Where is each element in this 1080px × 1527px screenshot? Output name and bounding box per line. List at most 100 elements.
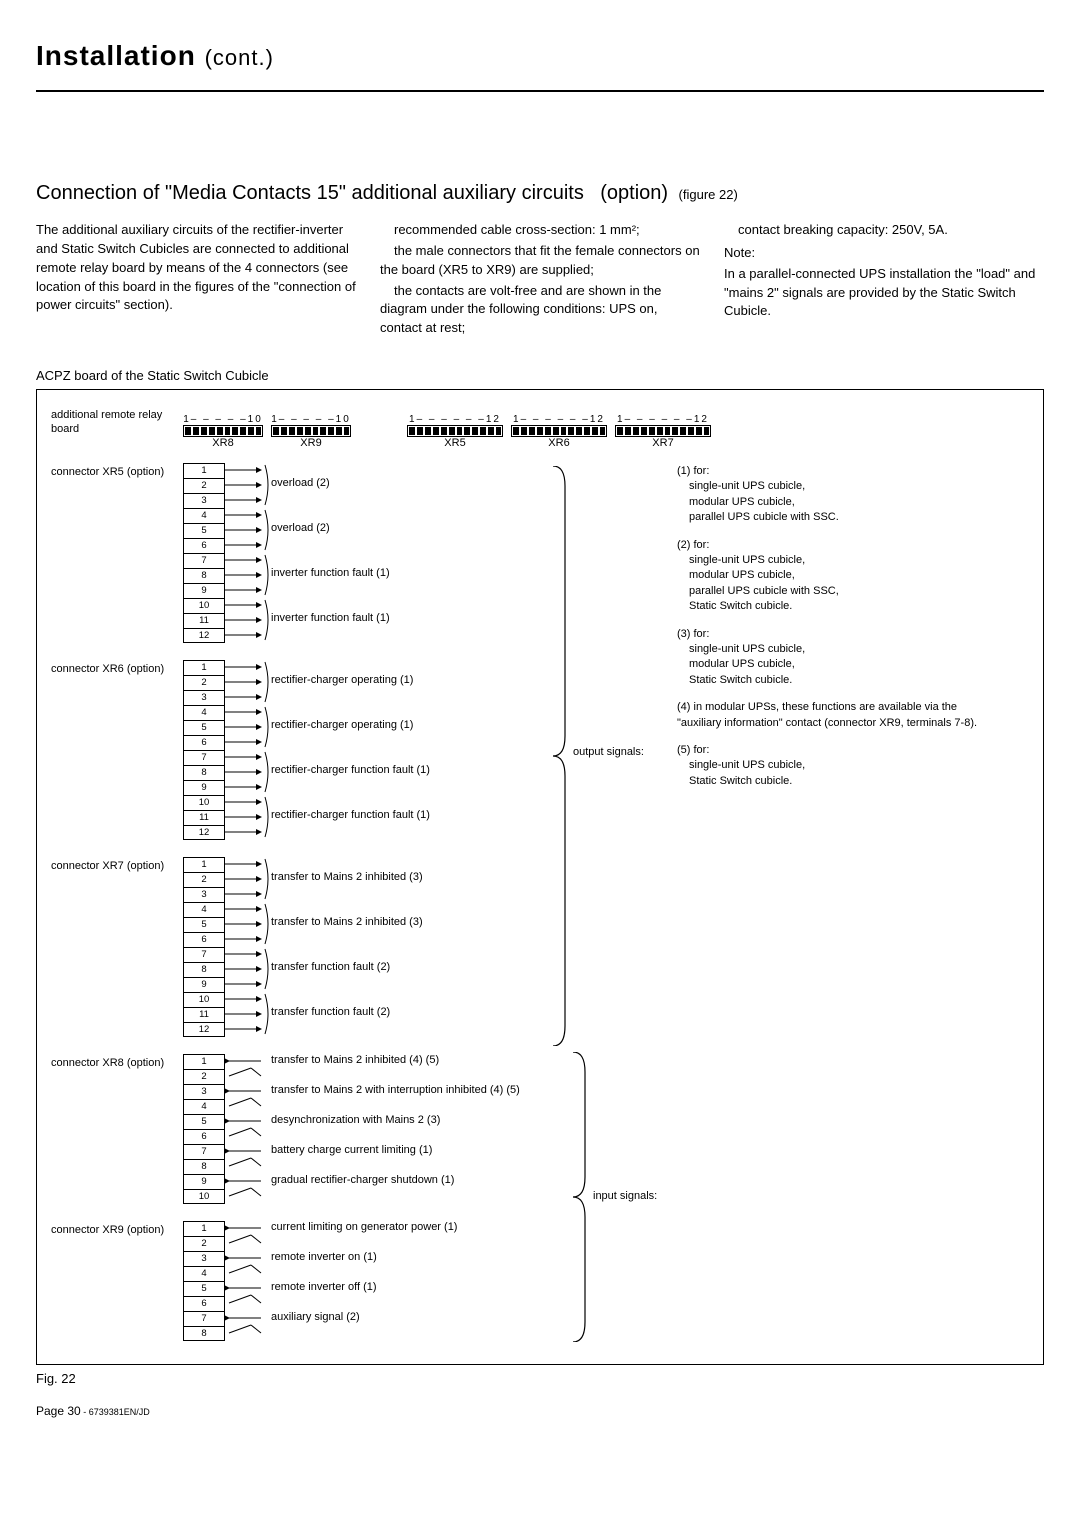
xr8-arrows (225, 1054, 271, 1204)
xr6-sig3: rectifier-charger function fault (1) (271, 764, 430, 776)
xr7-arrows (225, 857, 271, 1037)
col2-p3: the contacts are volt-free and are shown… (380, 282, 700, 339)
xr5-arrows (225, 463, 271, 643)
note2-b2: modular UPS cubicle, (677, 568, 997, 583)
pinrange-xr5: 1– – – – – –12 (407, 414, 503, 425)
col2-p1: recommended cable cross-section: 1 mm²; (380, 221, 700, 240)
board-label: ACPZ board of the Static Switch Cubicle (36, 368, 1044, 383)
note5-b2: Static Switch cubicle. (677, 774, 997, 789)
xr5-sig4: inverter function fault (1) (271, 612, 390, 624)
note2-b4: Static Switch cubicle. (677, 599, 997, 614)
xr8-sig5: gradual rectifier-charger shutdown (1) (271, 1174, 454, 1186)
xr6-sig1: rectifier-charger operating (1) (271, 674, 413, 686)
xr9-sig3: remote inverter off (1) (271, 1281, 377, 1293)
note1-b1: single-unit UPS cubicle, (677, 479, 997, 494)
xr7-sig3: transfer function fault (2) (271, 961, 390, 973)
pinrange-xr9: 1– – – – –10 (271, 414, 351, 425)
footer-page: Page 30 (36, 1404, 81, 1418)
xr7-terminals: 123456789101112 (183, 857, 225, 1040)
col2-p2: the male connectors that fit the female … (380, 242, 700, 280)
note3-head: (3) for: (677, 627, 997, 642)
xr8-group: connector XR8 (option) 12345678910 trans… (51, 1054, 1029, 1207)
conn-name-xr8: XR8 (183, 437, 263, 449)
conn-xr6-top: 1– – – – – –12 (511, 414, 607, 437)
xr8-sig3: desynchronization with Mains 2 (3) (271, 1114, 440, 1126)
footer-doc: - 6739381EN/JD (81, 1407, 150, 1417)
intro-col-1: The additional auxiliary circuits of the… (36, 221, 356, 340)
xr8-sig4: battery charge current limiting (1) (271, 1144, 432, 1156)
conn-xr5-top: 1– – – – – –12 (407, 414, 503, 437)
xr5-terminals: 123456789101112 (183, 463, 225, 646)
conn-xr9-top: 1– – – – –10 (271, 414, 351, 437)
conn-name-xr9: XR9 (271, 437, 351, 449)
xr8-sig2: transfer to Mains 2 with interruption in… (271, 1084, 520, 1096)
intro-columns: The additional auxiliary circuits of the… (36, 221, 1044, 340)
xr9-arrows (225, 1221, 271, 1341)
xr7-group: connector XR7 (option) 123456789101112 t… (51, 857, 1029, 1040)
relay-board-label: additional remote relay board (51, 408, 183, 437)
col3-note-label: Note: (724, 244, 1044, 263)
conn-xr8-top: 1– – – – –10 (183, 414, 263, 437)
note1-b2: modular UPS cubicle, (677, 495, 997, 510)
xr9-sig4: auxiliary signal (2) (271, 1311, 360, 1323)
title-cont: (cont.) (205, 45, 274, 70)
xr7-sig1: transfer to Mains 2 inhibited (3) (271, 871, 423, 883)
xr8-sig1: transfer to Mains 2 inhibited (4) (5) (271, 1054, 439, 1066)
xr6-label: connector XR6 (option) (51, 660, 183, 843)
xr9-label: connector XR9 (option) (51, 1221, 183, 1344)
xr5-sig1: overload (2) (271, 477, 330, 489)
note3-b2: modular UPS cubicle, (677, 657, 997, 672)
note5-b1: single-unit UPS cubicle, (677, 758, 997, 773)
pinrange-xr6: 1– – – – – –12 (511, 414, 607, 425)
note1-b3: parallel UPS cubicle with SSC. (677, 510, 997, 525)
subtitle-figure-ref: (figure 22) (679, 187, 738, 202)
xr7-sig2: transfer to Mains 2 inhibited (3) (271, 916, 423, 928)
xr5-sig2: overload (2) (271, 522, 330, 534)
note4: (4) in modular UPSs, these functions are… (677, 700, 997, 731)
xr7-label: connector XR7 (option) (51, 857, 183, 1040)
notes-column: (1) for: single-unit UPS cubicle, modula… (677, 464, 997, 801)
xr8-label: connector XR8 (option) (51, 1054, 183, 1207)
title-rule (36, 90, 1044, 92)
xr9-group: connector XR9 (option) 12345678 current … (51, 1221, 1029, 1344)
xr9-sig2: remote inverter on (1) (271, 1251, 377, 1263)
note2-b3: parallel UPS cubicle with SSC, (677, 584, 997, 599)
page-footer: Page 30 - 6739381EN/JD (36, 1404, 1044, 1418)
subtitle: Connection of "Media Contacts 15" additi… (36, 182, 584, 204)
input-signals-label: input signals: (593, 1190, 657, 1202)
output-signals-label: output signals: (573, 746, 644, 758)
col1-p1: The additional auxiliary circuits of the… (36, 221, 356, 315)
subtitle-row: Connection of "Media Contacts 15" additi… (36, 182, 1044, 205)
intro-col-2: recommended cable cross-section: 1 mm²; … (380, 221, 700, 340)
xr5-sig3: inverter function fault (1) (271, 567, 390, 579)
note5-head: (5) for: (677, 743, 997, 758)
conn-name-xr6: XR6 (511, 437, 607, 449)
xr9-sig1: current limiting on generator power (1) (271, 1221, 457, 1233)
note1-head: (1) for: (677, 464, 997, 479)
pinrange-xr8: 1– – – – –10 (183, 414, 263, 425)
conn-name-xr5: XR5 (407, 437, 503, 449)
figure-caption: Fig. 22 (36, 1371, 1044, 1386)
xr5-label: connector XR5 (option) (51, 463, 183, 646)
note2-b1: single-unit UPS cubicle, (677, 553, 997, 568)
subtitle-option: (option) (600, 182, 668, 204)
xr9-terminals: 12345678 (183, 1221, 225, 1344)
xr6-sig2: rectifier-charger operating (1) (271, 719, 413, 731)
col3-p1: contact breaking capacity: 250V, 5A. (724, 221, 1044, 240)
conn-xr7-top: 1– – – – – –12 (615, 414, 711, 437)
col3-p2: In a parallel-connected UPS installation… (724, 265, 1044, 322)
pinrange-xr7: 1– – – – – –12 (615, 414, 711, 425)
intro-col-3: contact breaking capacity: 250V, 5A. Not… (724, 221, 1044, 340)
xr6-terminals: 123456789101112 (183, 660, 225, 843)
title-text: Installation (36, 40, 196, 71)
note2-head: (2) for: (677, 538, 997, 553)
diagram-box: additional remote relay board 1– – – – –… (36, 389, 1044, 1365)
xr7-sig4: transfer function fault (2) (271, 1006, 390, 1018)
xr6-sig4: rectifier-charger function fault (1) (271, 809, 430, 821)
page-title: Installation (cont.) (36, 40, 1044, 72)
conn-name-xr7: XR7 (615, 437, 711, 449)
xr6-arrows (225, 660, 271, 840)
xr8-terminals: 12345678910 (183, 1054, 225, 1207)
note3-b1: single-unit UPS cubicle, (677, 642, 997, 657)
note3-b3: Static Switch cubicle. (677, 673, 997, 688)
